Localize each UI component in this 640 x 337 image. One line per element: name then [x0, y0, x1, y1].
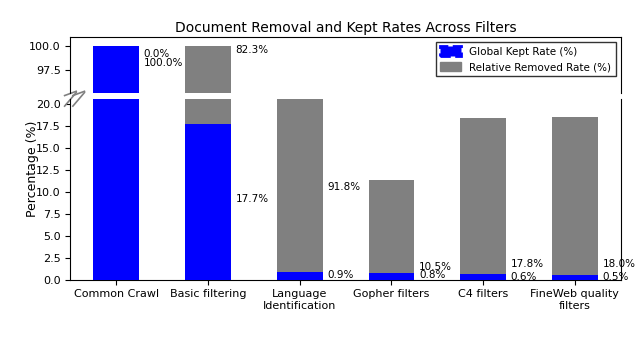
Bar: [276, 115, 323, 337]
Text: 91.8%: 91.8%: [327, 182, 360, 192]
Text: 82.3%: 82.3%: [236, 45, 269, 55]
Bar: [93, 47, 140, 337]
Bar: [185, 124, 231, 280]
Text: 17.8%: 17.8%: [511, 259, 544, 269]
Bar: [276, 0, 323, 272]
Text: 18.0%: 18.0%: [602, 259, 636, 269]
Text: 0.0%: 0.0%: [144, 49, 170, 59]
Text: 0.9%: 0.9%: [327, 270, 354, 280]
Bar: [552, 275, 598, 280]
Text: 17.7%: 17.7%: [236, 194, 269, 204]
Title: Document Removal and Kept Rates Across Filters: Document Removal and Kept Rates Across F…: [175, 21, 516, 34]
Text: 10.5%: 10.5%: [419, 262, 452, 272]
Bar: [93, 0, 140, 280]
Legend: Global Kept Rate (%), Relative Removed Rate (%): Global Kept Rate (%), Relative Removed R…: [436, 42, 616, 76]
Bar: [276, 272, 323, 280]
Bar: [460, 274, 506, 280]
Text: Percentage (%): Percentage (%): [26, 120, 38, 217]
Bar: [185, 47, 231, 337]
Text: 100.0%: 100.0%: [144, 58, 183, 68]
Bar: [369, 273, 415, 280]
Text: 0.6%: 0.6%: [511, 272, 537, 282]
Bar: [460, 118, 506, 274]
Bar: [552, 117, 598, 275]
Text: 0.5%: 0.5%: [602, 272, 629, 282]
Bar: [185, 0, 231, 124]
Bar: [369, 180, 415, 273]
Text: 0.8%: 0.8%: [419, 270, 445, 280]
